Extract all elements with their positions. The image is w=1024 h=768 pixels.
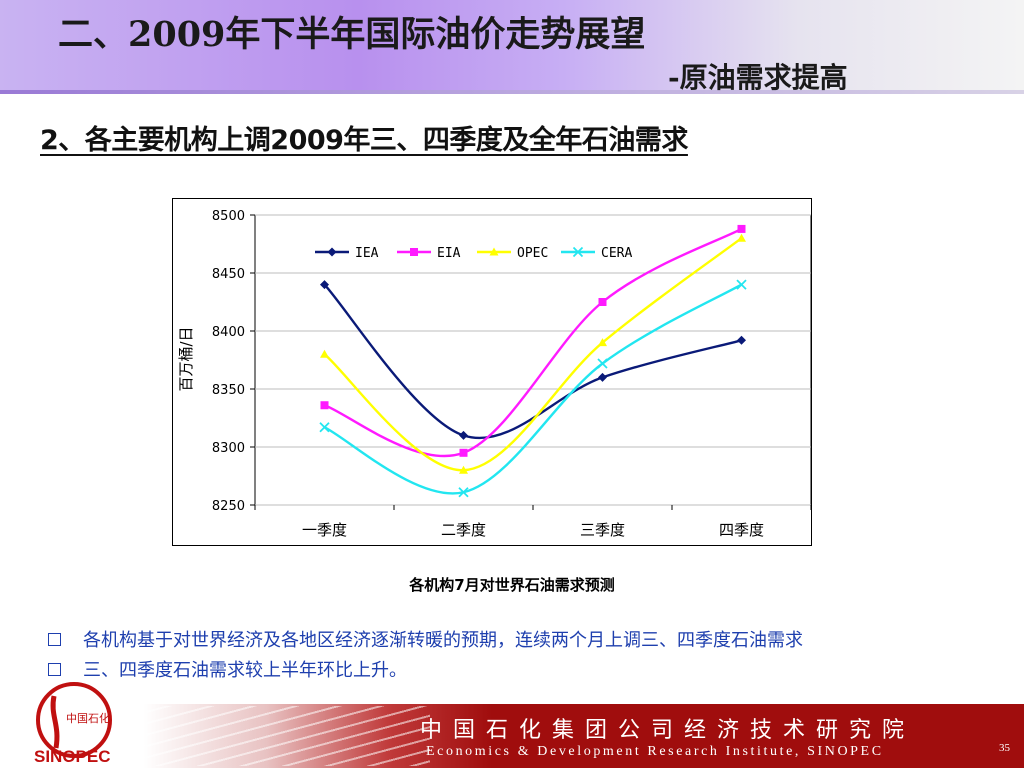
chart-frame: 8250 8300 8350 8400 8450 8500 一季度 二季度 三季度 四季度 IEA… (172, 198, 812, 546)
svg-text:SINOPEC: SINOPEC (34, 747, 111, 766)
bullet-text: 各机构基于对世界经济及各地区经济逐渐转暖的预期，连续两个月上调三、四季度石油需求 (83, 630, 803, 651)
data-point (319, 422, 330, 433)
data-point (459, 430, 468, 440)
data-point (598, 372, 607, 382)
legend-label: OPEC (517, 246, 548, 261)
legend-item-eia: EIA (397, 246, 461, 261)
series-line (323, 237, 743, 472)
legend-item-opec: OPEC (477, 246, 548, 261)
data-point (459, 465, 468, 474)
legend-label: CERA (601, 246, 632, 261)
series-eia (320, 224, 746, 458)
page-subtitle: -原油需求提高 (668, 61, 848, 94)
square-bullet-icon (48, 662, 61, 676)
data-point (597, 358, 608, 369)
data-point (459, 448, 468, 457)
header-band (0, 0, 1024, 94)
sinopec-logo-icon: 中国石化 SINOPEC (34, 682, 112, 766)
line-chart: 8250 8300 8350 8400 8450 8500 一季度 二季度 三季度 四季度 IEA… (177, 209, 812, 539)
y-tick-label: 8250 (212, 499, 245, 514)
series-line (323, 283, 743, 495)
footer-org-chinese: 中国石化集团公司经济技术研究院 (420, 718, 916, 743)
svg-text:中国石化: 中国石化 (66, 711, 110, 725)
page-number: 35 (999, 742, 1010, 754)
section-heading: 2、各主要机构上调2009年三、四季度及全年石油需求 (40, 125, 688, 156)
legend: IEA EIA OPEC CERA (315, 246, 632, 261)
data-point (489, 247, 499, 256)
data-point (737, 224, 746, 233)
series-line (324, 227, 743, 458)
data-point (327, 247, 337, 257)
footer-org-english: Economics & Development Research Institu… (426, 744, 884, 759)
legend-label: IEA (355, 246, 379, 261)
y-tick-label: 8450 (212, 267, 245, 282)
y-tick-label: 8350 (212, 383, 245, 398)
page-title: 二、2009年下半年国际油价走势展望 (58, 14, 646, 55)
y-tick-label: 8300 (212, 441, 245, 456)
legend-item-cera: CERA (561, 246, 632, 261)
bullet-item: 三、四季度石油需求较上半年环比上升。 (48, 654, 1018, 684)
series-line (323, 283, 742, 440)
square-bullet-icon (48, 632, 61, 646)
bullet-text: 三、四季度石油需求较上半年环比上升。 (83, 660, 407, 681)
data-point (736, 279, 747, 290)
bullet-item: 各机构基于对世界经济及各地区经济逐渐转暖的预期，连续两个月上调三、四季度石油需求 (48, 624, 1018, 654)
data-point (598, 338, 607, 347)
y-tick-label: 8500 (212, 209, 245, 224)
data-point (458, 487, 469, 498)
bullet-list: 各机构基于对世界经济及各地区经济逐渐转暖的预期，连续两个月上调三、四季度石油需求… (48, 624, 1018, 684)
x-tick-label: 一季度 (302, 521, 347, 539)
x-tick-label: 二季度 (441, 521, 486, 539)
footer-decoration (130, 706, 430, 766)
data-point (572, 246, 584, 258)
chart-caption: 各机构7月对世界石油需求预测 (409, 576, 615, 594)
data-point (320, 349, 329, 358)
series-layer (319, 224, 747, 498)
legend-item-iea: IEA (315, 246, 379, 261)
series-iea (320, 280, 746, 440)
series-cera (319, 279, 747, 498)
data-point (320, 401, 329, 410)
axis-layer: 8250 8300 8350 8400 8450 8500 一季度 二季度 三季度 四季度 (212, 209, 812, 539)
data-point (737, 335, 746, 345)
series-opec (320, 233, 746, 474)
x-tick-label: 三季度 (580, 521, 625, 539)
data-point (320, 280, 329, 290)
x-tick-label: 四季度 (719, 521, 764, 539)
y-axis-label: 百万桶/日 (177, 326, 195, 391)
data-point (410, 248, 418, 256)
legend-label: EIA (437, 246, 461, 261)
data-point (598, 298, 607, 306)
data-point (737, 233, 746, 242)
y-tick-label: 8400 (212, 325, 245, 340)
